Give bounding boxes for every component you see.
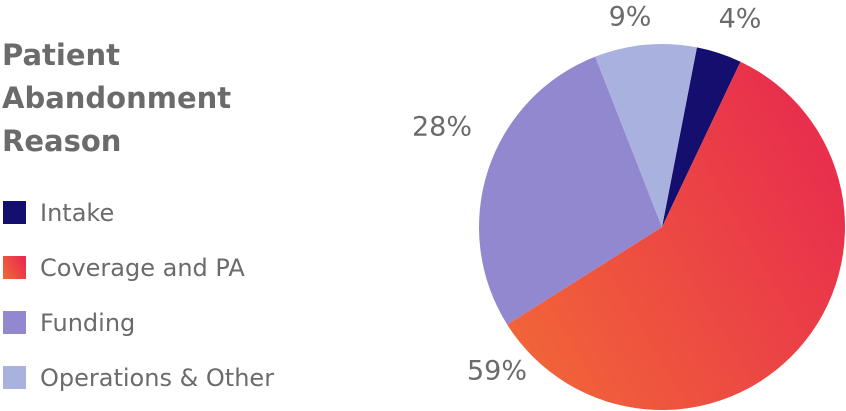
legend-swatch — [3, 256, 26, 279]
legend-swatch — [3, 366, 26, 389]
pie-slice — [507, 61, 845, 410]
legend-label: Intake — [40, 199, 114, 227]
pie-slice — [595, 44, 697, 227]
pie-slice — [662, 47, 741, 227]
legend-swatch — [3, 311, 26, 334]
value-label: 59% — [467, 356, 527, 387]
value-label: 28% — [412, 112, 472, 143]
legend-label: Coverage and PA — [40, 254, 245, 282]
chart-title: Patient Abandonment Reason — [2, 38, 232, 158]
pie-slice — [479, 56, 662, 325]
value-label: 9% — [609, 2, 652, 33]
legend-label: Funding — [40, 309, 135, 337]
value-label: 4% — [719, 4, 762, 35]
legend-label: Operations & Other — [40, 364, 274, 392]
legend-swatch — [3, 201, 26, 224]
